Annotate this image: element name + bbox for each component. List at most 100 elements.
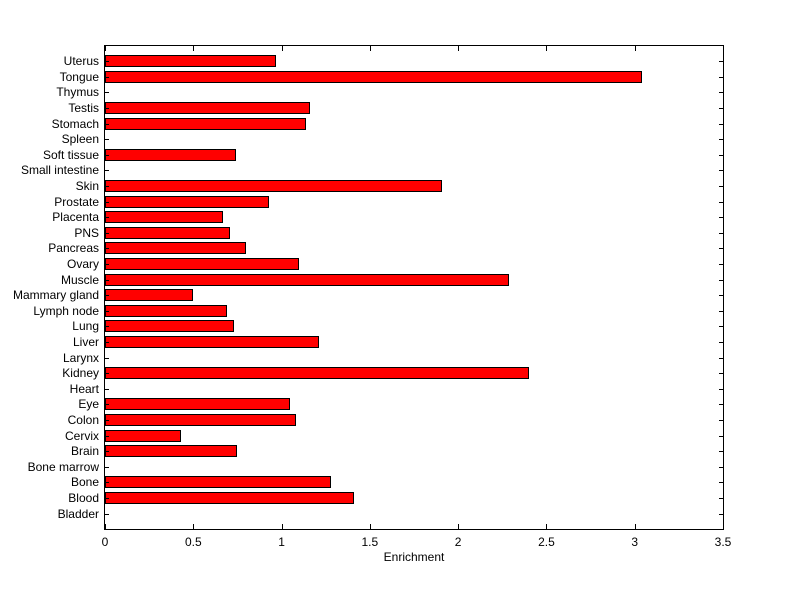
category-label: Tongue [59, 69, 99, 84]
x-tick-label: 0 [101, 535, 109, 549]
y-tick-mark-right [719, 139, 723, 141]
y-tick-mark-left [105, 170, 109, 172]
y-tick-mark-left [105, 186, 109, 188]
category-row: Heart [70, 381, 723, 397]
y-tick-mark-left [105, 295, 109, 297]
x-tick-mark-top [193, 46, 195, 51]
category-row: Colon [68, 412, 723, 428]
y-tick-mark-right [719, 108, 723, 110]
y-tick-mark-left [105, 373, 109, 375]
y-tick-mark-right [719, 201, 723, 203]
plot-area: Uterus Tongue Thymus Testis Stomach Spleen Sof… [13, 45, 731, 563]
y-tick-mark-left [105, 357, 109, 359]
bar-lung [105, 320, 234, 333]
category-label: Cervix [64, 428, 99, 443]
category-label: Prostate [54, 194, 99, 209]
y-tick-mark-left [105, 326, 109, 328]
category-row: Soft tissue [43, 147, 723, 163]
bar-placenta [105, 211, 224, 224]
category-label: Stomach [51, 116, 99, 131]
x-tick-mark-top [634, 46, 636, 51]
y-tick-mark-right [719, 373, 723, 375]
y-tick-mark-right [719, 513, 723, 515]
y-tick-mark-right [719, 61, 723, 63]
bar-stomach [105, 117, 307, 130]
y-tick-mark-left [105, 217, 109, 219]
x-tick-label: 3 [631, 535, 639, 549]
category-row: Larynx [63, 350, 723, 366]
category-row: Uterus [64, 54, 723, 70]
category-label: Liver [72, 334, 99, 349]
category-label: Colon [67, 412, 99, 427]
bar-pns [105, 226, 231, 239]
bar-uterus [105, 55, 277, 68]
x-tick-mark-bottom [723, 524, 724, 529]
y-tick-mark-left [105, 404, 109, 406]
y-tick-mark-right [719, 466, 723, 468]
category-label: Lung [72, 319, 99, 334]
bar-muscle [105, 273, 510, 286]
y-tick-mark-left [105, 108, 109, 110]
y-tick-mark-left [105, 451, 109, 453]
x-tick-mark-bottom [369, 524, 371, 529]
category-row: Cervix [65, 428, 723, 444]
bar-bone [105, 476, 331, 489]
y-tick-mark-left [105, 497, 109, 499]
y-tick-mark-left [105, 466, 109, 468]
x-tick-mark-top [369, 46, 371, 51]
y-tick-mark-right [719, 123, 723, 125]
category-label: PNS [74, 225, 99, 240]
y-tick-mark-right [719, 186, 723, 188]
category-row: Spleen [62, 131, 723, 147]
y-tick-mark-right [719, 279, 723, 281]
bar-soft-tissue [105, 148, 236, 161]
category-row: Muscle [61, 272, 723, 288]
bar-kidney [105, 367, 529, 380]
category-row: Bone [71, 475, 723, 491]
bar-mammary-gland [105, 289, 194, 302]
x-tick-mark-top [723, 46, 724, 51]
category-row: Kidney [62, 365, 723, 381]
y-tick-mark-left [105, 92, 109, 94]
category-label: Kidney [62, 366, 99, 381]
category-label: Thymus [56, 85, 99, 100]
y-tick-mark-right [719, 217, 723, 219]
bar-skin [105, 180, 443, 193]
category-row: Tongue [60, 69, 723, 85]
bar-tongue [105, 70, 642, 83]
category-row: Skin [76, 178, 723, 194]
bar-pancreas [105, 242, 247, 255]
y-tick-mark-right [719, 435, 723, 437]
category-row: Lung [72, 319, 723, 335]
x-tick-mark-bottom [546, 524, 548, 529]
category-row: Eye [78, 397, 723, 413]
category-row: Mammary gland [13, 287, 723, 303]
category-row: Brain [71, 443, 723, 459]
x-tick-mark-bottom [458, 524, 460, 529]
category-label: Skin [75, 179, 99, 194]
y-tick-mark-left [105, 248, 109, 250]
category-row: Thymus [56, 85, 723, 101]
category-row: Bladder [58, 506, 723, 522]
category-label: Soft tissue [42, 147, 99, 162]
y-tick-mark-right [719, 482, 723, 484]
y-tick-mark-right [719, 92, 723, 94]
category-label: Placenta [52, 210, 99, 225]
category-label: Uterus [63, 54, 99, 69]
y-tick-mark-left [105, 513, 109, 515]
category-row: Pancreas [48, 241, 723, 257]
category-label: Eye [78, 397, 99, 412]
x-tick-label: 2.5 [538, 535, 555, 549]
y-tick-mark-right [719, 295, 723, 297]
bar-brain [105, 445, 238, 458]
x-tick-mark-top [281, 46, 283, 51]
bar-ovary [105, 258, 300, 271]
y-tick-mark-left [105, 310, 109, 312]
y-tick-mark-left [105, 201, 109, 203]
y-tick-mark-right [719, 388, 723, 390]
y-tick-mark-left [105, 419, 109, 421]
x-tick-label: 2 [454, 535, 462, 549]
bar-colon [105, 413, 296, 426]
y-tick-mark-right [719, 451, 723, 453]
